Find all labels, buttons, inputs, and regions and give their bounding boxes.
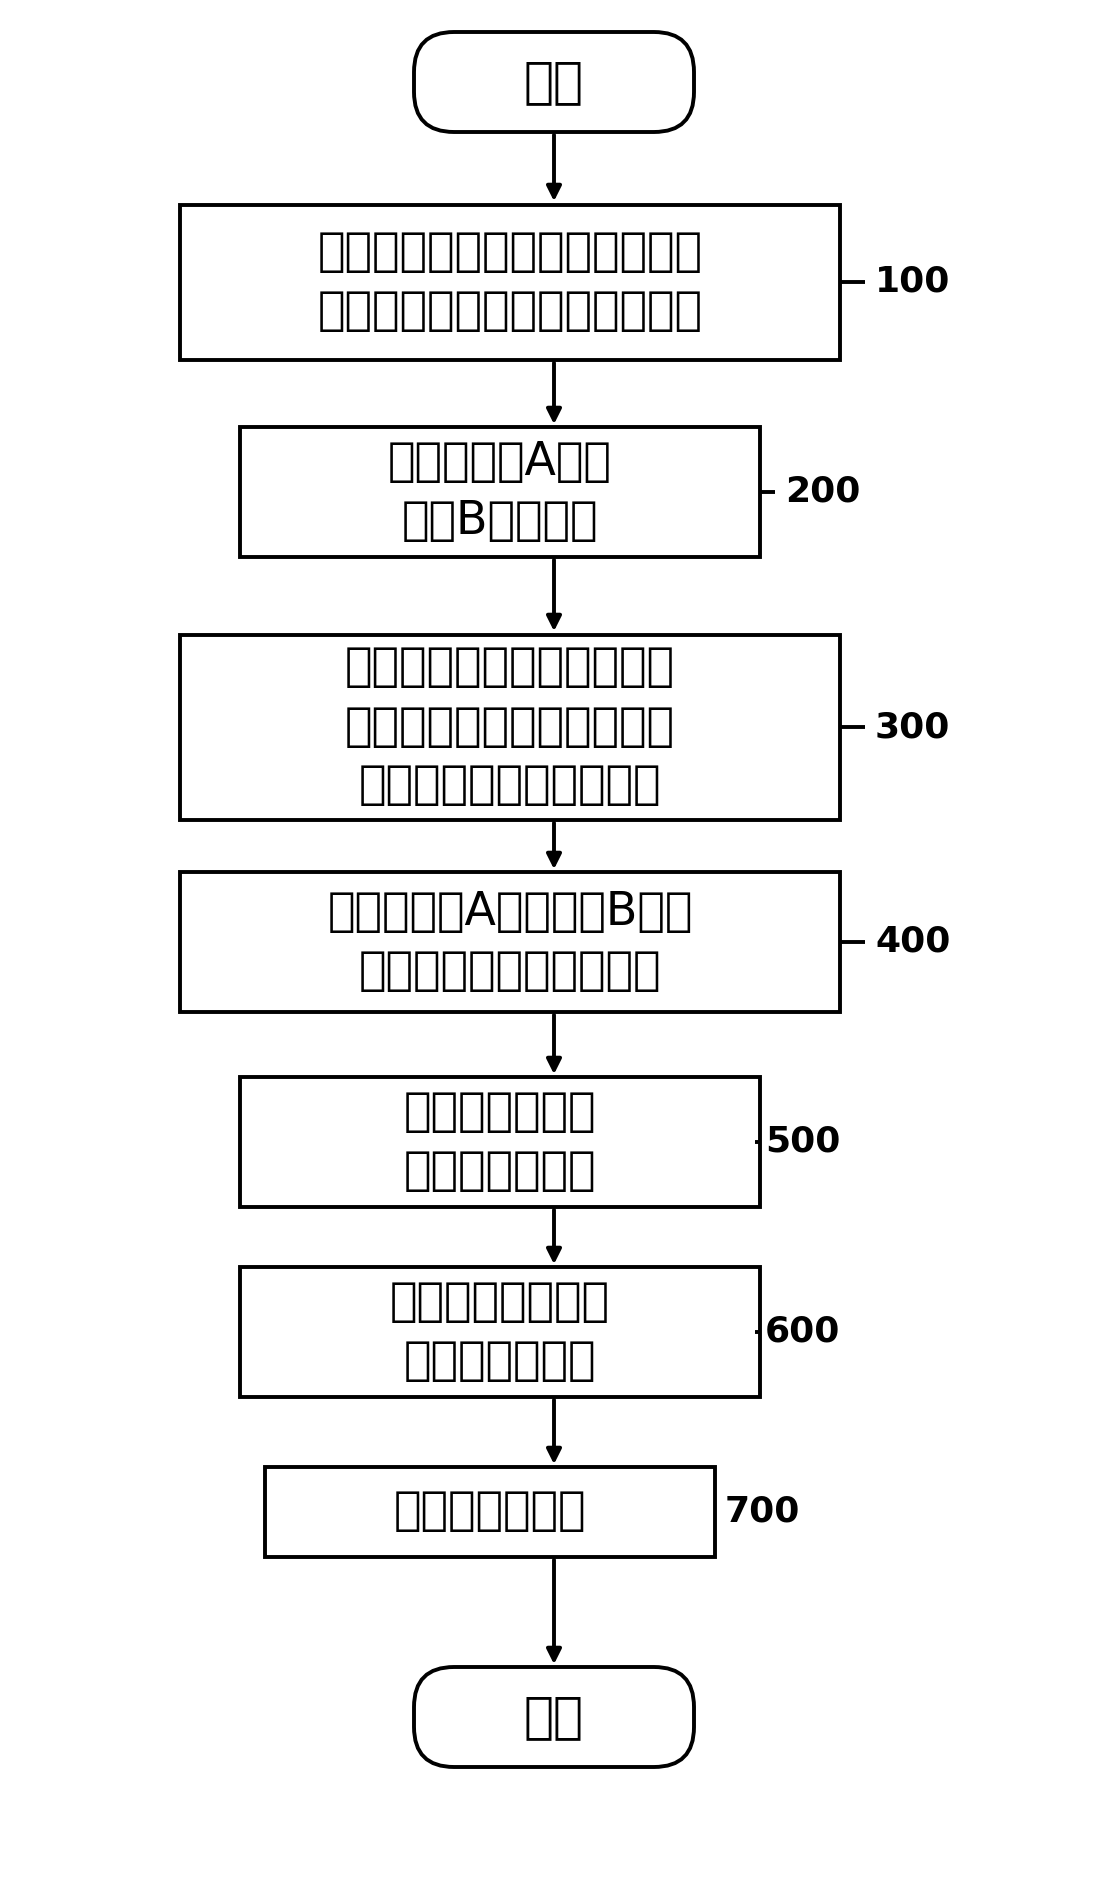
Text: 600: 600 [765,1314,840,1349]
Text: 700: 700 [725,1495,800,1529]
Text: 100: 100 [875,264,951,299]
Bar [179,635,840,820]
Text: 400: 400 [875,924,951,959]
Bar [240,1267,760,1396]
Text: 计算所有气体传
感器的平均信号: 计算所有气体传 感器的平均信号 [403,1090,596,1194]
FancyBboxPatch shape [414,32,694,131]
Bar [179,871,840,1012]
Text: 判断时间段A和时间段B内每
个气体传感器的的相似度: 判断时间段A和时间段B内每 个气体传感器的的相似度 [327,890,692,995]
Text: 500: 500 [765,1124,840,1158]
Text: 选取时间段A和时
间段B的检测值: 选取时间段A和时 间段B的检测值 [388,439,612,544]
Text: 将平均信号输入到
相干共振模型中: 将平均信号输入到 相干共振模型中 [390,1280,611,1385]
Bar [240,428,760,557]
Text: 传感器开始工作，第二无线收发
器发送各个气体传感器的检测值: 传感器开始工作，第二无线收发 器发送各个气体传感器的检测值 [318,230,702,335]
FancyBboxPatch shape [414,1666,694,1767]
Bar [240,1077,760,1208]
Bar [179,205,840,359]
Text: 300: 300 [875,709,951,744]
Text: 利用温度传感器和湿度传感
器的检测值对每个气体传感
器的检测值进行修正处理: 利用温度传感器和湿度传感 器的检测值对每个气体传感 器的检测值进行修正处理 [345,645,675,808]
Text: 控制器做出判断: 控制器做出判断 [393,1489,586,1535]
Bar [265,1466,715,1558]
Text: 开始: 开始 [524,57,584,107]
Text: 结束: 结束 [524,1693,584,1740]
Text: 200: 200 [784,476,861,510]
